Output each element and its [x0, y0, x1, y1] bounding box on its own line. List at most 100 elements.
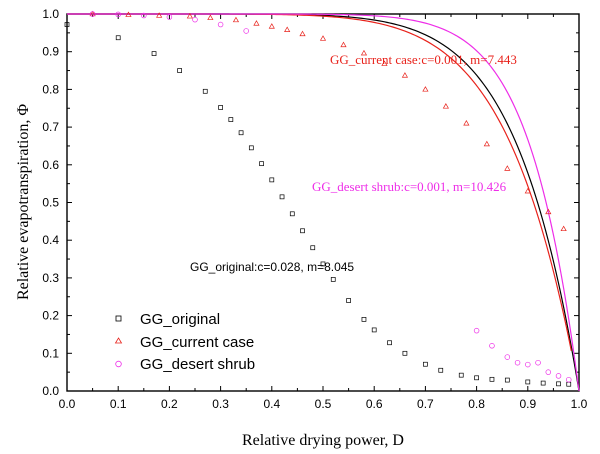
x-tick-label: 0.4	[263, 397, 280, 411]
x-tick-label: 0.5	[315, 397, 332, 411]
point-original	[525, 379, 531, 385]
y-tick-label: 0.5	[42, 196, 59, 210]
point-current-case	[483, 140, 490, 147]
point-current-case	[207, 14, 214, 20]
point-current-case	[545, 208, 552, 215]
point-current-case	[89, 10, 96, 17]
point-original	[300, 228, 305, 234]
point-current-case	[156, 12, 163, 18]
point-current-case	[560, 225, 567, 232]
point-original	[238, 130, 244, 136]
point-current-case	[463, 120, 470, 126]
y-tick-label: 0.6	[42, 158, 59, 172]
point-desert-shrub	[243, 28, 249, 34]
x-tick-label: 0.9	[519, 397, 536, 411]
point-original	[489, 376, 495, 382]
point-current-case	[232, 16, 240, 23]
point-original	[151, 51, 157, 56]
point-original	[556, 381, 561, 387]
y-axis-title: Relative evapotranspiration, Φ	[15, 104, 32, 300]
legend-item-desert-shrub: GG_desert shrub	[115, 356, 255, 373]
point-current-case	[268, 23, 275, 29]
point-current-case	[125, 11, 132, 17]
y-tick-label: 0.7	[42, 120, 59, 134]
point-original	[218, 105, 223, 110]
point-desert-shrub	[504, 354, 511, 360]
point-original	[402, 350, 408, 356]
point-desert-shrub	[525, 361, 531, 368]
point-desert-shrub	[545, 369, 552, 375]
point-original	[289, 211, 295, 217]
point-original	[438, 367, 444, 373]
y-tick-label: 0.3	[42, 271, 59, 285]
x-tick-label: 0.8	[468, 397, 485, 411]
point-original	[330, 277, 336, 282]
x-tick-label: 0.1	[110, 397, 127, 411]
y-tick-label: 0.4	[42, 233, 59, 247]
x-tick-label: 1.0	[571, 397, 588, 411]
point-original	[259, 161, 264, 167]
point-current-case	[360, 49, 368, 56]
point-original	[504, 377, 510, 383]
legend-item-current-case: GG_current case	[114, 334, 254, 351]
x-tick-label: 0.2	[161, 397, 178, 411]
point-original	[248, 145, 254, 151]
point-current-case	[422, 86, 429, 92]
point-current-case	[504, 165, 511, 171]
point-original	[371, 327, 377, 333]
legend: GG_original GG_current case GG_desert sh…	[114, 311, 255, 373]
point-current-case	[340, 41, 347, 48]
fit-label-current-case: GG_current case:c=0.001, m=7.443	[330, 52, 517, 67]
x-axis-title: Relative drying power, D	[242, 432, 404, 449]
legend-label-original: GG_original	[140, 311, 220, 328]
point-desert-shrub	[535, 359, 541, 366]
point-original	[423, 361, 428, 367]
point-original	[346, 298, 351, 303]
point-desert-shrub	[217, 21, 224, 28]
fit-curves	[67, 13, 580, 392]
fit-label-desert-shrub: GG_desert shrub:c=0.001, m=10.426	[312, 179, 507, 194]
fit-label-original: GG_original:c=0.028, m=8.045	[190, 260, 354, 274]
point-original	[320, 261, 326, 267]
point-desert-shrub	[141, 12, 147, 19]
point-original	[177, 68, 182, 73]
point-original	[269, 177, 275, 183]
data-points	[64, 10, 572, 387]
legend-marker-circle-icon	[115, 360, 122, 368]
point-current-case	[401, 72, 409, 78]
point-original	[361, 317, 367, 322]
legend-marker-triangle-icon	[114, 337, 123, 344]
x-tick-label: 0.6	[366, 397, 383, 411]
legend-item-original: GG_original	[115, 311, 220, 328]
x-tick-label: 0.3	[212, 397, 229, 411]
legend-label-current-case: GG_current case	[140, 334, 254, 351]
x-tick-label: 0.7	[417, 397, 434, 411]
y-tick-label: 0.1	[42, 346, 59, 360]
point-original	[115, 35, 121, 41]
x-tick-label: 0.0	[59, 397, 76, 411]
legend-marker-square-icon	[115, 315, 122, 322]
fit-curve-desert-shrub	[67, 13, 580, 392]
point-desert-shrub	[555, 373, 562, 379]
point-original	[64, 22, 70, 27]
point-original	[310, 245, 316, 251]
point-current-case	[284, 26, 291, 32]
point-desert-shrub	[514, 359, 521, 366]
tick-labels: 0.0 0.1 0.2 0.3 0.4 0.5 0.6 0.7 0.8 0.9 1.0 0.0 0.1 0…	[42, 7, 587, 411]
point-current-case	[381, 60, 388, 66]
point-desert-shrub	[192, 16, 198, 23]
point-current-case	[524, 187, 531, 194]
y-tick-label: 0.8	[42, 82, 59, 96]
point-desert-shrub	[489, 343, 495, 349]
point-current-case	[186, 12, 193, 19]
point-current-case	[319, 35, 327, 41]
point-original	[202, 88, 208, 94]
y-tick-label: 1.0	[42, 7, 59, 21]
point-current-case	[299, 30, 306, 37]
point-desert-shrub	[166, 14, 173, 20]
point-desert-shrub	[473, 327, 480, 334]
point-original	[387, 340, 392, 346]
point-current-case	[253, 20, 260, 26]
